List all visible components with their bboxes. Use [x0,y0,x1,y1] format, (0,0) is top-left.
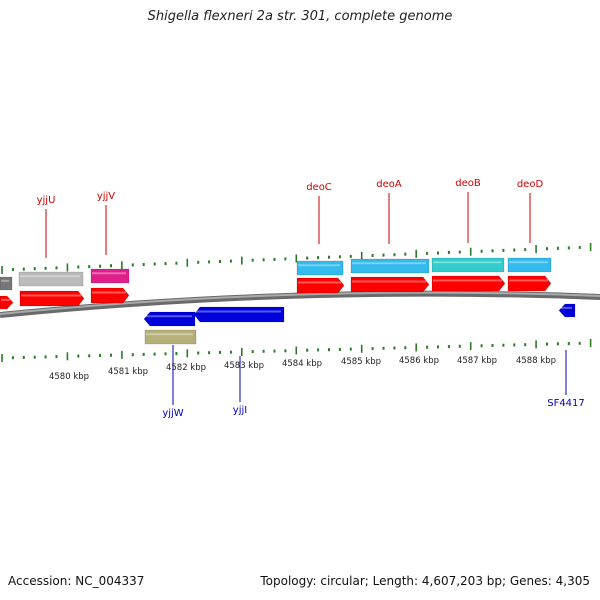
gene-yjjV-body [90,287,130,304]
axis-label-1: 4581 kbp [108,367,148,377]
gene-label-deoD: deoD [517,179,544,190]
genome-summary-text: Topology: circular; Length: 4,607,203 bp… [260,574,590,588]
gene-deoD [507,275,552,292]
gene-yjjU-body [19,290,85,307]
map-title: Shigella flexneri 2a str. 301, complete … [147,9,453,24]
gene-label-SF4417: SF4417 [547,398,585,409]
cds-deoC-body [296,260,344,276]
gene-yjjI [193,306,285,323]
cds-deoB [431,257,505,273]
gene-yjjU [19,290,85,307]
axis-label-5: 4585 kbp [341,357,381,367]
gene-yjjW-body [143,311,196,327]
axis-label-2: 4582 kbp [166,363,206,373]
gene-label-deoC: deoC [306,182,332,193]
gene-deoB-body [431,275,506,292]
axis-label-3: 4583 kbp [224,361,264,371]
gene-deoD-body [507,275,552,292]
genome-backbone [0,290,600,318]
axis-label-6: 4586 kbp [399,356,439,366]
cds-yjjW [144,329,197,345]
cds-deoD-body [507,257,552,273]
cds-deoB-body [431,257,505,273]
gene-SF4417 [558,303,576,318]
cds-deoC [296,260,344,276]
gene-SF4417-body [558,303,576,318]
cds-partial-left [0,276,13,291]
gene-yjjI-body [193,306,285,323]
axis-label-0: 4580 kbp [49,372,89,382]
gene-yjjV [90,287,130,304]
cds-deoD [507,257,552,273]
gene-label-yjjI: yjjI [233,405,247,416]
cds-deoA [350,258,430,274]
cds-yjjU [18,271,84,287]
cds-yjjW-body [144,329,197,345]
gene-deoC-body [296,277,345,294]
gene-label-deoA: deoA [376,179,402,190]
gene-deoC [296,277,345,294]
gene-yjjW [143,311,196,327]
axis-label-8: 4588 kbp [516,356,556,366]
gene-partial-left-body [0,295,14,310]
gene-features [0,257,576,345]
axis-label-7: 4587 kbp [457,356,497,366]
gene-label-yjjU: yjjU [37,195,56,206]
gene-label-deoB: deoB [455,178,481,189]
gene-deoA-body [350,276,430,293]
axis-tick-labels: 4580 kbp 4581 kbp 4582 kbp 4583 kbp 4584 kbp… [49,356,556,382]
gene-label-yjjV: yjjV [97,191,115,202]
cds-yjjU-body [18,271,84,287]
accession-text: Accession: NC_004337 [8,574,145,588]
cds-yjjV-body [90,268,130,284]
gene-label-yjjW: yjjW [162,408,183,419]
axis-label-4: 4584 kbp [282,359,322,369]
gene-labels: yjjU yjjV deoC deoA deoB deoD yjjW yjjI SF4417 [37,178,585,419]
cds-yjjV [90,268,130,284]
gene-deoA [350,276,430,293]
cds-deoA-body [350,258,430,274]
cds-partial-left-body [0,276,13,291]
gene-deoB [431,275,506,292]
gene-partial-left [0,295,14,310]
tick-marks [1,243,592,362]
